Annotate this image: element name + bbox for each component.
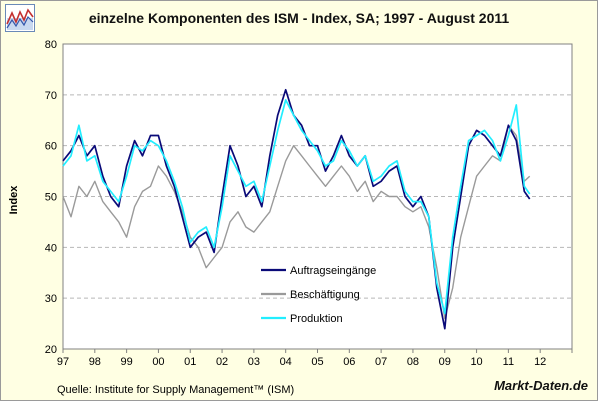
x-tick-label: 12 [534,356,546,368]
x-tick-label: 01 [184,356,196,368]
y-tick-label: 20 [45,344,57,356]
brand-name: Markt-Daten.de [494,378,588,393]
y-tick-label: 60 [45,141,57,153]
x-tick-label: 11 [503,356,514,368]
x-tick-label: 05 [311,356,323,368]
legend-label: Produktion [290,313,343,325]
brand-logo-icon [5,4,35,32]
legend-label: Auftragseingänge [290,265,376,277]
y-tick-label: 40 [45,242,57,254]
legend-label: Beschäftigung [290,289,360,301]
x-tick-label: 07 [375,356,387,368]
chart-title: einzelne Komponenten des ISM - Index, SA… [88,10,510,26]
series-line-0 [62,88,531,330]
source-note: Quelle: Institute for Supply Management™… [57,384,295,396]
x-tick-label: 09 [439,356,451,368]
axes: 20 30 40 50 60 70 80 97 98 99 00 01 02 03 04 05 06 07 08 09… [45,39,573,368]
x-tick-label: 02 [216,356,228,368]
y-tick-label: 70 [45,90,57,102]
series-lines [62,88,531,330]
y-tick-label: 50 [45,192,57,204]
x-tick-label: 00 [152,356,164,368]
x-tick-label: 03 [248,356,260,368]
x-tick-label: 99 [121,356,133,368]
series-line-1 [62,124,531,320]
x-tick-label: 06 [343,356,355,368]
y-tick-label: 30 [45,293,57,305]
x-tick-label: 10 [470,356,482,368]
legend: Auftragseingänge Beschäftigung Produktion [261,265,376,325]
x-tick-label: 08 [407,356,419,368]
x-tick-label: 98 [89,356,101,368]
series-line-2 [62,99,531,315]
x-tick-label: 97 [57,356,69,368]
y-tick-label: 80 [45,39,57,51]
x-tick-label: 04 [280,356,292,368]
